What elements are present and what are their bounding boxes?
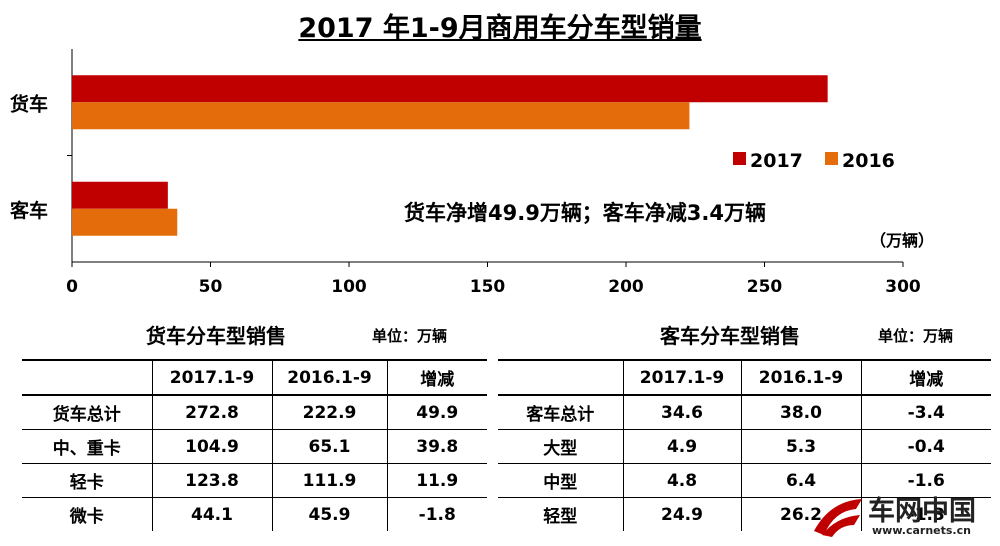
bus-sales-table: 2017.1-9 2016.1-9 增减 客车总计 34.6 38.0 -3.4… xyxy=(498,359,991,531)
table-cell: 34.6 xyxy=(622,395,741,430)
row-label: 中型 xyxy=(543,473,578,493)
row-label: 轻卡 xyxy=(69,473,104,493)
table-cell: 39.8 xyxy=(386,429,487,464)
category-label: 客车 xyxy=(10,199,48,222)
table-cell: 5.3 xyxy=(740,429,861,464)
bar-2017 xyxy=(72,75,828,103)
bar-2016 xyxy=(72,102,690,130)
legend-label: 2016 xyxy=(842,150,895,172)
table-cell: 11.9 xyxy=(386,463,487,498)
logo-url: www.carnets.cn xyxy=(872,524,971,537)
row-label: 大型 xyxy=(543,439,578,459)
bus-table-unit: 单位：万辆 xyxy=(878,327,954,345)
chart-title: 2017 年1-9月商用车分车型销量 xyxy=(298,13,702,44)
truck-table-unit: 单位：万辆 xyxy=(372,327,448,345)
table-cell: -1.3 xyxy=(860,497,991,531)
table-header-row: 2017.1-9 2016.1-9 增减 xyxy=(22,360,487,395)
header-cell xyxy=(22,360,152,395)
table-cell: 222.9 xyxy=(271,395,387,430)
logo-swoosh-icon xyxy=(814,499,862,537)
truck-table-title: 货车分车型销售 xyxy=(146,324,286,348)
legend-label: 2017 xyxy=(750,150,803,172)
table-row: 客车总计 34.6 38.0 -3.4 xyxy=(498,395,991,430)
table-cell: 272.8 xyxy=(151,395,272,430)
table-cell: 4.8 xyxy=(622,463,741,498)
table-cell: 65.1 xyxy=(271,429,387,464)
row-label: 货车总计 xyxy=(52,405,121,425)
header-cell: 2016.1-9 xyxy=(271,360,387,395)
row-label: 客车总计 xyxy=(526,405,595,425)
table-row: 货车总计 272.8 222.9 49.9 xyxy=(22,395,487,430)
x-tick-label: 300 xyxy=(885,277,921,297)
legend-swatch xyxy=(825,152,838,165)
table-row: 中型 4.8 6.4 -1.6 xyxy=(498,463,991,498)
row-label: 轻型 xyxy=(543,507,578,527)
table-row: 微卡 44.1 45.9 -1.8 xyxy=(22,497,487,531)
table-cell: 49.9 xyxy=(386,395,487,430)
logo-name: 车网中国 xyxy=(868,496,976,527)
header-cell: 2017.1-9 xyxy=(151,360,272,395)
row-label: 微卡 xyxy=(69,507,104,527)
legend-swatch xyxy=(733,152,746,165)
table-cell: 38.0 xyxy=(740,395,861,430)
table-cell: 104.9 xyxy=(151,429,272,464)
table-cell: -0.4 xyxy=(860,429,991,464)
table-header-row: 2017.1-9 2016.1-9 增减 xyxy=(498,360,991,395)
truck-sales-table: 2017.1-9 2016.1-9 增减 货车总计 272.8 222.9 49… xyxy=(22,359,487,531)
row-label: 中、重卡 xyxy=(52,439,121,459)
table-cell: -1.8 xyxy=(386,497,487,531)
x-tick-label: 200 xyxy=(608,277,644,297)
unit-label: （万辆） xyxy=(870,231,934,250)
carnets-logo: 车网中国 www.carnets.cn xyxy=(810,487,1000,546)
table-cell: -3.4 xyxy=(860,395,991,430)
header-cell: 增减 xyxy=(386,360,487,395)
x-tick-label: 250 xyxy=(747,277,783,297)
table-cell: 123.8 xyxy=(151,463,272,498)
x-tick-label: 100 xyxy=(331,277,367,297)
table-cell: 44.1 xyxy=(151,497,272,531)
bar-2016 xyxy=(72,208,178,236)
header-cell: 增减 xyxy=(860,360,991,395)
x-tick-label: 0 xyxy=(66,277,78,297)
table-cell: 26.2 xyxy=(740,497,861,531)
table-cell: 24.9 xyxy=(622,497,741,531)
table-row: 轻卡 123.8 111.9 11.9 xyxy=(22,463,487,498)
bar-2017 xyxy=(72,181,168,209)
bus-table-title: 客车分车型销售 xyxy=(660,324,800,348)
header-cell: 2016.1-9 xyxy=(740,360,861,395)
category-label: 货车 xyxy=(10,92,48,115)
table-cell: 45.9 xyxy=(271,497,387,531)
table-cell: 111.9 xyxy=(271,463,387,498)
x-tick-label: 50 xyxy=(199,277,223,297)
table-row: 轻型 24.9 26.2 -1.3 xyxy=(498,497,991,531)
header-cell: 2017.1-9 xyxy=(622,360,741,395)
table-cell: 4.9 xyxy=(622,429,741,464)
chart-annotation: 货车净增49.9万辆；客车净减3.4万辆 xyxy=(404,201,766,225)
header-cell xyxy=(498,360,623,395)
table-cell: -1.6 xyxy=(860,463,991,498)
table-row: 中、重卡 104.9 65.1 39.8 xyxy=(22,429,487,464)
table-cell: 6.4 xyxy=(740,463,861,498)
table-row: 大型 4.9 5.3 -0.4 xyxy=(498,429,991,464)
x-tick-label: 150 xyxy=(470,277,506,297)
